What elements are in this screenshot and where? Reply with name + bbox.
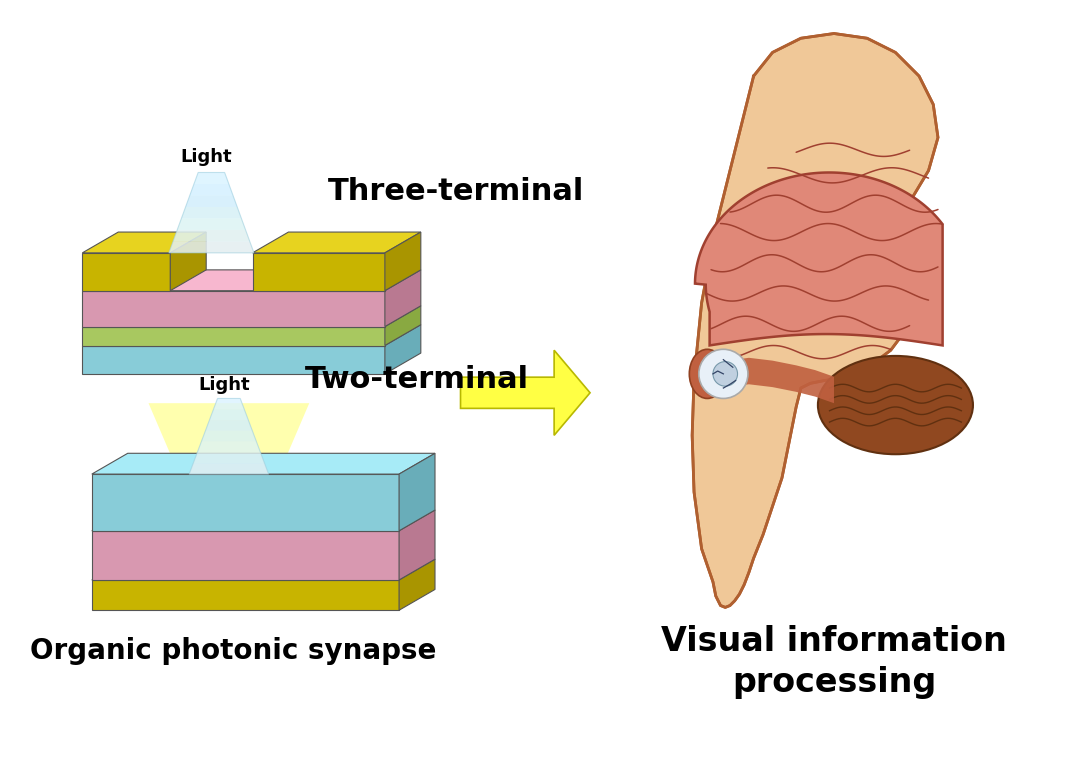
Polygon shape <box>399 510 435 580</box>
Polygon shape <box>206 420 253 431</box>
Polygon shape <box>209 409 248 420</box>
Text: Organic photonic synapse: Organic photonic synapse <box>30 637 437 665</box>
Polygon shape <box>169 241 254 253</box>
Polygon shape <box>178 219 246 230</box>
Text: Three-terminal: Three-terminal <box>328 177 585 205</box>
Polygon shape <box>148 403 309 469</box>
Polygon shape <box>91 531 399 580</box>
Polygon shape <box>83 270 420 291</box>
Polygon shape <box>197 442 260 453</box>
Ellipse shape <box>689 349 725 398</box>
Polygon shape <box>253 253 384 291</box>
Text: Two-terminal: Two-terminal <box>305 365 528 394</box>
Polygon shape <box>91 454 435 474</box>
Polygon shape <box>83 253 170 291</box>
Polygon shape <box>83 324 420 345</box>
Polygon shape <box>83 232 206 253</box>
Polygon shape <box>91 580 399 610</box>
Polygon shape <box>194 173 229 184</box>
Circle shape <box>699 349 748 398</box>
Polygon shape <box>83 327 384 345</box>
Polygon shape <box>693 33 938 608</box>
Polygon shape <box>695 173 943 345</box>
Polygon shape <box>384 306 420 345</box>
Polygon shape <box>189 463 269 474</box>
Polygon shape <box>83 291 384 327</box>
Polygon shape <box>185 195 237 207</box>
Text: Light: Light <box>198 376 250 394</box>
Polygon shape <box>729 358 834 403</box>
Polygon shape <box>83 306 420 327</box>
Polygon shape <box>253 232 420 253</box>
Polygon shape <box>201 431 256 442</box>
Polygon shape <box>189 398 269 474</box>
Ellipse shape <box>818 356 972 454</box>
Polygon shape <box>213 398 244 409</box>
Polygon shape <box>91 510 435 531</box>
Polygon shape <box>91 474 399 531</box>
Polygon shape <box>182 207 242 219</box>
Polygon shape <box>170 232 206 291</box>
Polygon shape <box>384 270 420 327</box>
Text: Visual information
processing: Visual information processing <box>661 626 1007 699</box>
Polygon shape <box>173 230 249 241</box>
Polygon shape <box>83 345 384 374</box>
Text: Light: Light <box>181 148 232 166</box>
Polygon shape <box>91 559 435 580</box>
Polygon shape <box>169 173 254 253</box>
Polygon shape <box>384 324 420 374</box>
Polygon shape <box>399 559 435 610</box>
Circle shape <box>713 362 737 386</box>
Polygon shape <box>399 454 435 531</box>
Polygon shape <box>461 350 590 436</box>
Polygon shape <box>189 184 233 195</box>
Polygon shape <box>193 453 265 463</box>
Polygon shape <box>384 232 420 291</box>
